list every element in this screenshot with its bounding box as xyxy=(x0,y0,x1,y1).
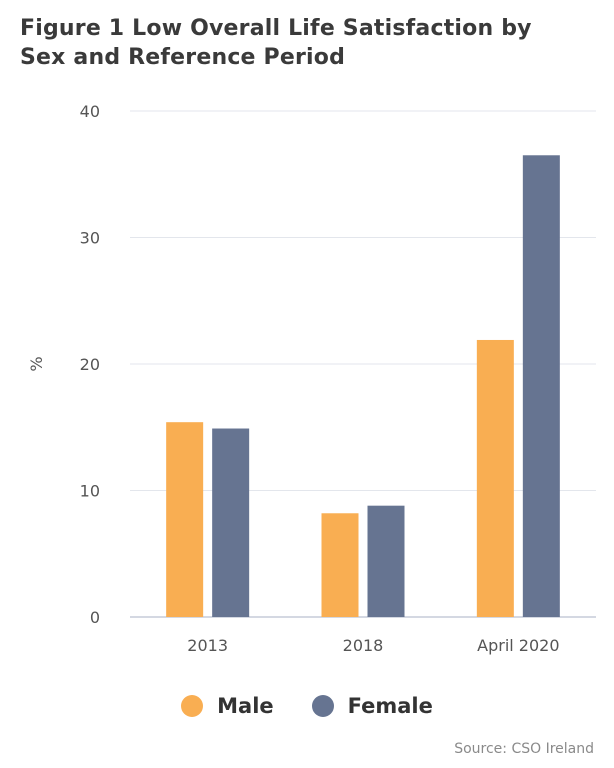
x-tick-label: 2018 xyxy=(343,636,384,655)
bar-male-2018[interactable] xyxy=(321,513,359,617)
legend-swatch-female xyxy=(311,695,334,717)
y-tick-label: 0 xyxy=(90,608,100,627)
y-axis-ticks: 0 10 20 30 40 xyxy=(80,102,100,627)
bars xyxy=(166,155,560,617)
chart-title-line-1: Figure 1 Low Overall Life Satisfaction b… xyxy=(20,16,532,41)
legend-item-male[interactable]: Male xyxy=(181,694,274,718)
x-axis-ticks: 2013 2018 April 2020 xyxy=(187,636,559,655)
legend: Male Female xyxy=(0,694,614,718)
legend-swatch-male xyxy=(181,695,204,717)
y-tick-label: 40 xyxy=(80,102,100,121)
chart-title-line-2: Sex and Reference Period xyxy=(20,45,346,70)
bar-chart: 0 10 20 30 40 % 2013 2018 April 2020 xyxy=(27,102,596,655)
y-tick-label: 20 xyxy=(80,355,100,374)
y-tick-label: 10 xyxy=(80,482,100,501)
legend-label-female: Female xyxy=(347,694,433,718)
y-axis-label: % xyxy=(27,356,46,371)
bar-male-april-2020[interactable] xyxy=(476,339,514,617)
chart-title: Figure 1 Low Overall Life Satisfaction b… xyxy=(20,14,600,72)
bar-female-2018[interactable] xyxy=(367,505,405,617)
legend-item-female[interactable]: Female xyxy=(311,694,433,718)
bar-female-2013[interactable] xyxy=(212,428,250,617)
x-tick-label: 2013 xyxy=(187,636,228,655)
gridlines xyxy=(130,110,596,618)
y-tick-label: 30 xyxy=(80,229,100,248)
bar-female-april-2020[interactable] xyxy=(522,155,560,617)
x-tick-label: April 2020 xyxy=(477,636,559,655)
source-note: Source: CSO Ireland xyxy=(454,741,594,757)
legend-label-male: Male xyxy=(217,694,274,718)
bar-male-2013[interactable] xyxy=(166,422,204,617)
